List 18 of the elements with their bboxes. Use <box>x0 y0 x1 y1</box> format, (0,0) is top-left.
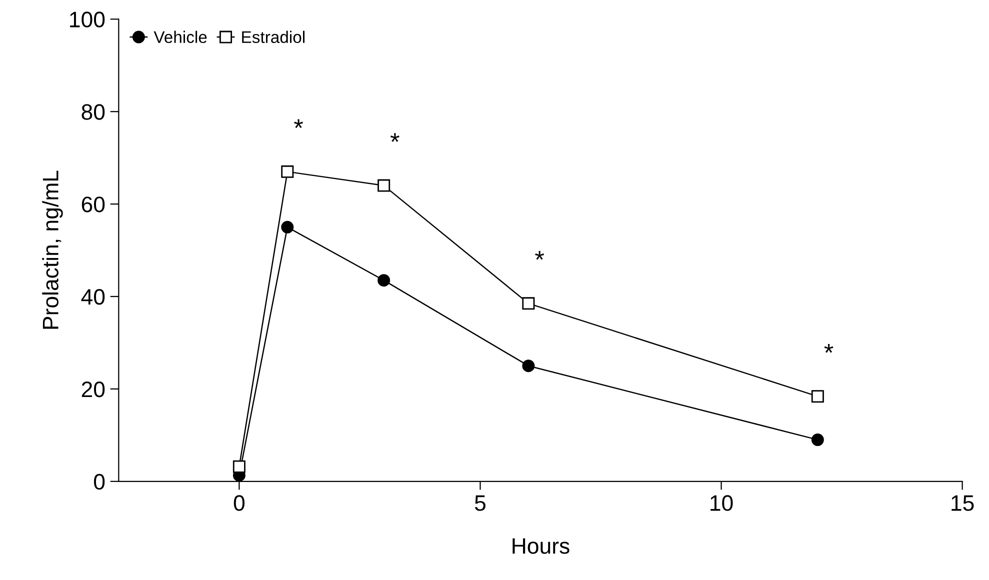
y-tick-label: 80 <box>82 104 105 120</box>
y-tick-label: 60 <box>82 196 105 212</box>
annotation: * <box>824 344 834 353</box>
y-axis-title: Prolactin, ng/mL <box>42 170 63 329</box>
legend-label: Estradiol <box>242 30 304 44</box>
y-tick-label: 20 <box>82 381 105 398</box>
x-axis-title: Hours <box>512 538 570 554</box>
x-tick-label: 0 <box>234 495 245 511</box>
annotation: * <box>294 119 303 128</box>
y-tick-label: 40 <box>81 289 105 305</box>
x-tick-label: 10 <box>710 495 733 511</box>
annotation: * <box>535 251 544 260</box>
legend-label: Vehicle <box>154 30 207 44</box>
y-tick-label: 100 <box>70 12 105 28</box>
x-tick-label: 5 <box>474 495 486 511</box>
y-tick-label: 0 <box>94 474 105 490</box>
x-tick-label: 15 <box>952 495 974 511</box>
annotation: * <box>390 133 400 142</box>
